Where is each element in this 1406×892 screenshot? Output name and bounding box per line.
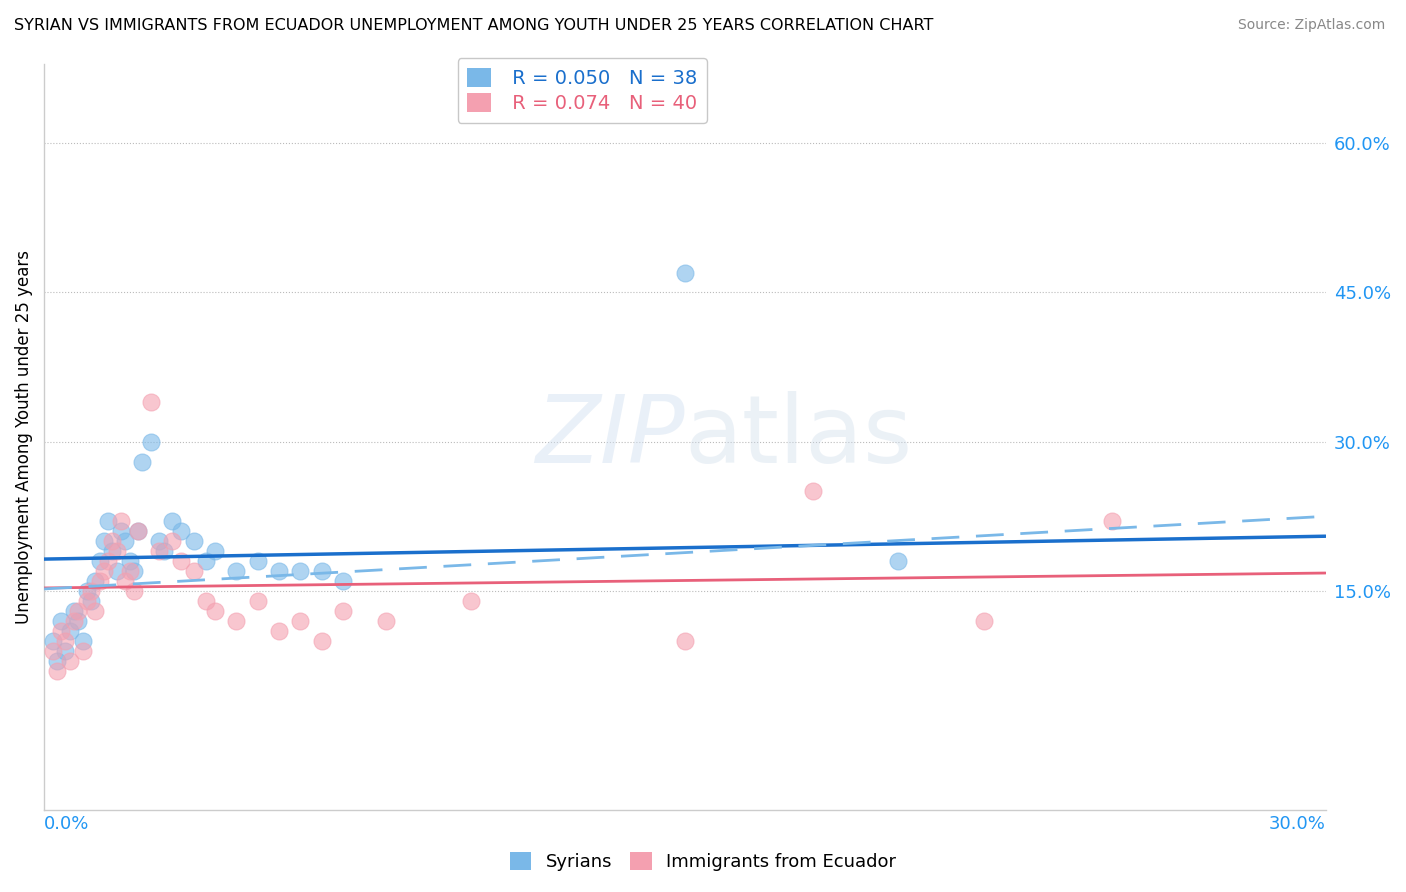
Point	[267, 564, 290, 578]
Point	[45, 664, 67, 678]
Point	[162, 514, 184, 528]
Point	[63, 604, 86, 618]
Point	[97, 554, 120, 568]
Point	[127, 524, 149, 539]
Point	[76, 583, 98, 598]
Point	[290, 614, 312, 628]
Point	[93, 564, 115, 578]
Point	[59, 624, 82, 638]
Point	[84, 574, 107, 588]
Point	[67, 614, 90, 628]
Point	[110, 514, 132, 528]
Point	[55, 633, 77, 648]
Point	[1101, 514, 1123, 528]
Point	[148, 544, 170, 558]
Point	[80, 583, 103, 598]
Text: Source: ZipAtlas.com: Source: ZipAtlas.com	[1237, 18, 1385, 32]
Legend:  R = 0.050   N = 38,  R = 0.074   N = 40: R = 0.050 N = 38, R = 0.074 N = 40	[457, 58, 707, 122]
Point	[72, 643, 94, 657]
Point	[204, 604, 226, 618]
Point	[114, 574, 136, 588]
Point	[183, 534, 205, 549]
Point	[114, 534, 136, 549]
Point	[673, 266, 696, 280]
Point	[122, 583, 145, 598]
Point	[801, 484, 824, 499]
Text: ZIP: ZIP	[536, 392, 685, 483]
Point	[101, 534, 124, 549]
Point	[122, 564, 145, 578]
Point	[97, 514, 120, 528]
Text: SYRIAN VS IMMIGRANTS FROM ECUADOR UNEMPLOYMENT AMONG YOUTH UNDER 25 YEARS CORREL: SYRIAN VS IMMIGRANTS FROM ECUADOR UNEMPL…	[14, 18, 934, 33]
Point	[267, 624, 290, 638]
Point	[673, 633, 696, 648]
Point	[84, 604, 107, 618]
Point	[80, 594, 103, 608]
Point	[195, 594, 218, 608]
Point	[41, 643, 63, 657]
Point	[332, 604, 354, 618]
Point	[225, 564, 247, 578]
Point	[131, 454, 153, 468]
Point	[204, 544, 226, 558]
Point	[59, 654, 82, 668]
Point	[290, 564, 312, 578]
Point	[332, 574, 354, 588]
Point	[51, 624, 73, 638]
Y-axis label: Unemployment Among Youth under 25 years: Unemployment Among Youth under 25 years	[15, 250, 32, 624]
Point	[51, 614, 73, 628]
Point	[973, 614, 995, 628]
Point	[105, 544, 128, 558]
Point	[55, 643, 77, 657]
Point	[72, 633, 94, 648]
Point	[887, 554, 910, 568]
Text: 0.0%: 0.0%	[44, 814, 90, 833]
Point	[127, 524, 149, 539]
Point	[195, 554, 218, 568]
Point	[170, 554, 193, 568]
Point	[110, 524, 132, 539]
Point	[118, 564, 141, 578]
Point	[170, 524, 193, 539]
Point	[139, 434, 162, 449]
Point	[45, 654, 67, 668]
Point	[311, 564, 333, 578]
Point	[67, 604, 90, 618]
Point	[139, 395, 162, 409]
Point	[41, 633, 63, 648]
Point	[225, 614, 247, 628]
Point	[101, 544, 124, 558]
Point	[93, 534, 115, 549]
Point	[89, 554, 111, 568]
Point	[246, 554, 269, 568]
Point	[374, 614, 396, 628]
Point	[183, 564, 205, 578]
Point	[162, 534, 184, 549]
Point	[105, 564, 128, 578]
Point	[246, 594, 269, 608]
Text: atlas: atlas	[685, 391, 912, 483]
Point	[89, 574, 111, 588]
Point	[63, 614, 86, 628]
Point	[311, 633, 333, 648]
Point	[152, 544, 174, 558]
Point	[76, 594, 98, 608]
Point	[460, 594, 482, 608]
Legend: Syrians, Immigrants from Ecuador: Syrians, Immigrants from Ecuador	[502, 846, 904, 879]
Point	[118, 554, 141, 568]
Text: 30.0%: 30.0%	[1268, 814, 1326, 833]
Point	[148, 534, 170, 549]
